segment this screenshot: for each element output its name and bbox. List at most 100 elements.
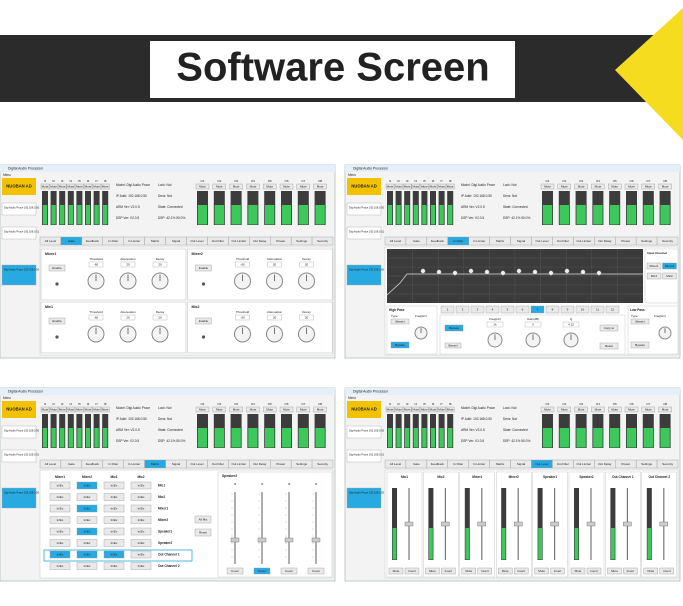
enable-button[interactable] bbox=[48, 264, 66, 272]
mute-button[interactable] bbox=[100, 183, 110, 190]
matrix-cell[interactable] bbox=[49, 504, 71, 513]
band-button[interactable] bbox=[530, 305, 545, 314]
input-button[interactable] bbox=[646, 262, 662, 270]
matrix-cell[interactable] bbox=[76, 481, 98, 490]
cover-button[interactable] bbox=[253, 567, 271, 575]
matrix-cell[interactable] bbox=[49, 562, 71, 570]
device-item[interactable] bbox=[346, 425, 382, 439]
mute-button[interactable] bbox=[66, 183, 76, 190]
mute-button[interactable] bbox=[229, 406, 243, 413]
mute-button[interactable] bbox=[641, 183, 655, 190]
mute-button[interactable] bbox=[574, 183, 588, 190]
strip-button[interactable] bbox=[643, 567, 658, 575]
mute-button[interactable] bbox=[557, 183, 572, 190]
band-button[interactable] bbox=[455, 305, 470, 314]
bypass-button[interactable] bbox=[390, 341, 410, 349]
matrix-cell[interactable] bbox=[130, 493, 152, 501]
matrix-cell[interactable] bbox=[103, 504, 125, 513]
mute-button[interactable] bbox=[608, 183, 622, 190]
mute-button[interactable] bbox=[49, 406, 58, 413]
tab[interactable] bbox=[311, 459, 334, 469]
mute-button[interactable] bbox=[394, 406, 403, 413]
bypass-button[interactable] bbox=[630, 341, 650, 349]
band-button[interactable] bbox=[590, 305, 605, 314]
band-button[interactable] bbox=[440, 305, 455, 314]
matrix-cell[interactable] bbox=[49, 481, 71, 490]
strip-button[interactable] bbox=[441, 567, 456, 575]
matrix-cell[interactable] bbox=[76, 539, 98, 547]
type-select[interactable] bbox=[630, 318, 650, 325]
mute-button[interactable] bbox=[428, 183, 438, 190]
band-button[interactable] bbox=[560, 305, 575, 314]
band-button[interactable] bbox=[575, 305, 590, 314]
band-button[interactable] bbox=[470, 305, 485, 314]
mute-button[interactable] bbox=[296, 406, 310, 413]
mute-button[interactable] bbox=[83, 183, 93, 190]
band-button[interactable] bbox=[605, 305, 620, 314]
strip-button[interactable] bbox=[534, 567, 549, 575]
mute-button[interactable] bbox=[658, 183, 672, 190]
input-button[interactable] bbox=[662, 272, 677, 280]
strip-button[interactable] bbox=[550, 567, 565, 575]
device-item[interactable] bbox=[346, 226, 382, 240]
mute-button[interactable] bbox=[49, 183, 58, 190]
device-item[interactable] bbox=[1, 264, 37, 286]
enable-button[interactable] bbox=[195, 264, 212, 272]
mute-button[interactable] bbox=[195, 183, 210, 190]
strip-button[interactable] bbox=[388, 567, 404, 575]
device-item[interactable] bbox=[1, 487, 37, 509]
matrix-cell[interactable] bbox=[103, 493, 125, 501]
mute-button[interactable] bbox=[641, 406, 655, 413]
input-button[interactable] bbox=[662, 262, 677, 270]
copy-button[interactable] bbox=[599, 324, 619, 332]
strip-button[interactable] bbox=[477, 567, 493, 575]
mute-button[interactable] bbox=[624, 406, 639, 413]
device-item[interactable] bbox=[346, 449, 382, 463]
band-button[interactable] bbox=[485, 305, 500, 314]
mute-button[interactable] bbox=[385, 406, 395, 413]
cover-button[interactable] bbox=[280, 567, 298, 575]
strip-button[interactable] bbox=[659, 567, 674, 575]
matrix-cell[interactable] bbox=[49, 516, 71, 524]
mute-button[interactable] bbox=[83, 406, 93, 413]
device-item[interactable] bbox=[1, 449, 37, 463]
mute-button[interactable] bbox=[437, 406, 446, 413]
matrix-cell[interactable] bbox=[130, 481, 152, 490]
device-item[interactable] bbox=[346, 487, 382, 509]
mute-button[interactable] bbox=[445, 406, 455, 413]
type-select[interactable] bbox=[390, 318, 410, 325]
mute-button[interactable] bbox=[58, 183, 67, 190]
matrix-cell[interactable] bbox=[130, 550, 152, 559]
strip-button[interactable] bbox=[607, 567, 622, 575]
matrix-cell[interactable] bbox=[49, 493, 71, 501]
mute-button[interactable] bbox=[246, 183, 260, 190]
device-item[interactable] bbox=[1, 226, 37, 240]
mute-button[interactable] bbox=[420, 406, 429, 413]
mute-button[interactable] bbox=[557, 406, 572, 413]
mute-button[interactable] bbox=[445, 183, 455, 190]
mute-button[interactable] bbox=[40, 183, 50, 190]
mute-button[interactable] bbox=[394, 183, 403, 190]
matrix-cell[interactable] bbox=[103, 516, 125, 524]
matrix-cell[interactable] bbox=[49, 539, 71, 547]
device-item[interactable] bbox=[1, 202, 37, 216]
type-select[interactable] bbox=[444, 342, 462, 349]
mute-button[interactable] bbox=[403, 406, 412, 413]
matrix-cell[interactable] bbox=[103, 481, 125, 490]
matrix-cell[interactable] bbox=[130, 527, 152, 536]
mute-button[interactable] bbox=[92, 406, 101, 413]
mute-button[interactable] bbox=[296, 183, 310, 190]
mute-button[interactable] bbox=[246, 406, 260, 413]
enable-button[interactable] bbox=[48, 317, 66, 325]
bypass-button[interactable] bbox=[444, 324, 464, 332]
mute-button[interactable] bbox=[75, 406, 84, 413]
mute-button[interactable] bbox=[279, 406, 294, 413]
matrix-cell[interactable] bbox=[76, 562, 98, 570]
mute-button[interactable] bbox=[591, 183, 605, 190]
input-button[interactable] bbox=[646, 272, 662, 280]
strip-button[interactable] bbox=[623, 567, 638, 575]
strip-button[interactable] bbox=[513, 567, 529, 575]
device-item[interactable] bbox=[346, 264, 382, 286]
mute-button[interactable] bbox=[385, 183, 395, 190]
cover-button[interactable] bbox=[307, 567, 325, 575]
